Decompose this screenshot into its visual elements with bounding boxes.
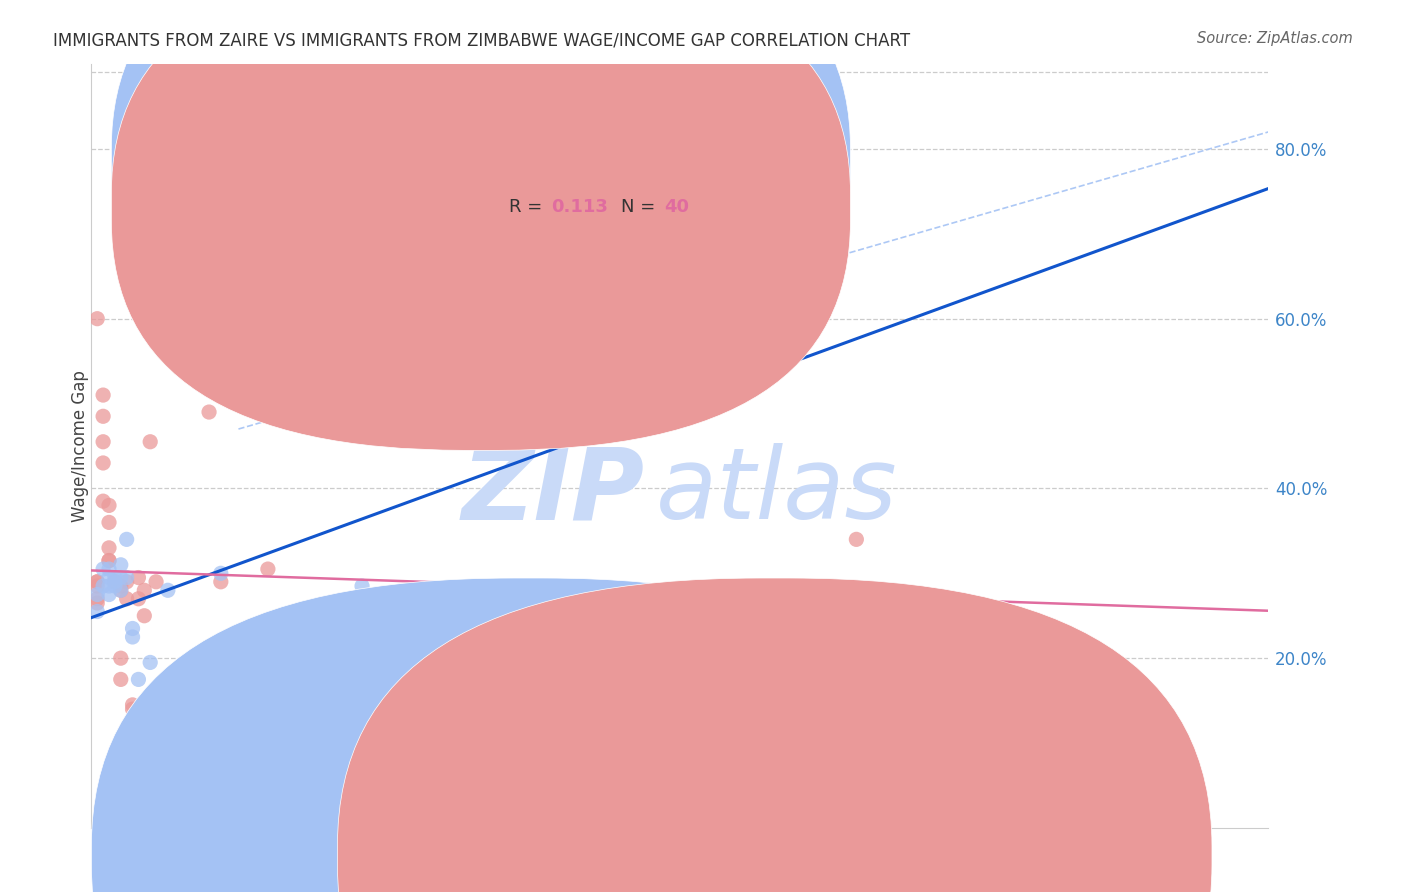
Point [257,562,280,576]
Point [110,558,132,572]
Point [98,579,121,593]
Point [180,748,202,763]
Point [163,714,186,729]
Text: 28: 28 [665,153,690,171]
Point [86,596,108,610]
Point [98,553,121,567]
Point [156,583,179,598]
Point [198,405,221,419]
Text: R =: R = [509,198,548,216]
Point [209,574,232,589]
Point [304,210,326,224]
Point [139,656,162,670]
Point [174,740,197,755]
Text: N =: N = [621,198,661,216]
Point [145,574,167,589]
Point [104,579,127,593]
Point [98,588,121,602]
Point [98,499,121,513]
Text: N =: N = [621,153,661,171]
Point [352,579,374,593]
Point [91,456,114,470]
Point [134,583,156,598]
Point [257,664,280,678]
Point [121,622,143,636]
Point [91,388,114,402]
Text: R =: R = [509,153,548,171]
Point [115,574,138,589]
Point [174,693,197,707]
Text: 0.478: 0.478 [551,153,609,171]
Point [91,579,114,593]
Point [209,566,232,581]
Point [110,570,132,584]
Point [121,698,143,712]
Text: ZIP: ZIP [461,443,644,541]
Point [110,583,132,598]
Point [91,434,114,449]
Point [98,516,121,530]
Text: 0.113: 0.113 [551,198,609,216]
Point [104,574,127,589]
Text: Source: ZipAtlas.com: Source: ZipAtlas.com [1197,31,1353,46]
Text: atlas: atlas [657,443,898,541]
Point [127,591,149,606]
FancyBboxPatch shape [439,129,745,247]
Point [104,570,127,584]
Point [121,702,143,716]
Point [86,588,108,602]
Point [127,570,149,584]
Point [91,409,114,424]
Point [134,608,156,623]
Point [98,562,121,576]
Point [86,579,108,593]
Point [139,434,162,449]
Point [169,719,191,733]
Point [104,574,127,589]
Point [145,731,167,746]
Point [156,702,179,716]
Point [121,630,143,644]
Point [110,583,132,598]
Point [110,579,132,593]
Point [86,591,108,606]
Point [98,541,121,555]
Point [86,605,108,619]
FancyBboxPatch shape [111,0,851,405]
Point [86,311,108,326]
Point [110,673,132,687]
Y-axis label: Wage/Income Gap: Wage/Income Gap [72,370,89,522]
Point [115,570,138,584]
Point [98,570,121,584]
Point [98,553,121,567]
Point [127,673,149,687]
Point [104,574,127,589]
Point [845,533,868,547]
Text: Immigrants from Zaire: Immigrants from Zaire [548,847,735,864]
Point [86,574,108,589]
Text: 40: 40 [665,198,689,216]
Point [91,494,114,508]
Point [86,574,108,589]
Text: Immigrants from Zimbabwe: Immigrants from Zimbabwe [794,847,1026,864]
Point [115,591,138,606]
Point [115,533,138,547]
Point [110,651,132,665]
Text: IMMIGRANTS FROM ZAIRE VS IMMIGRANTS FROM ZIMBABWE WAGE/INCOME GAP CORRELATION CH: IMMIGRANTS FROM ZAIRE VS IMMIGRANTS FROM… [53,31,911,49]
FancyBboxPatch shape [111,0,851,450]
Point [91,562,114,576]
